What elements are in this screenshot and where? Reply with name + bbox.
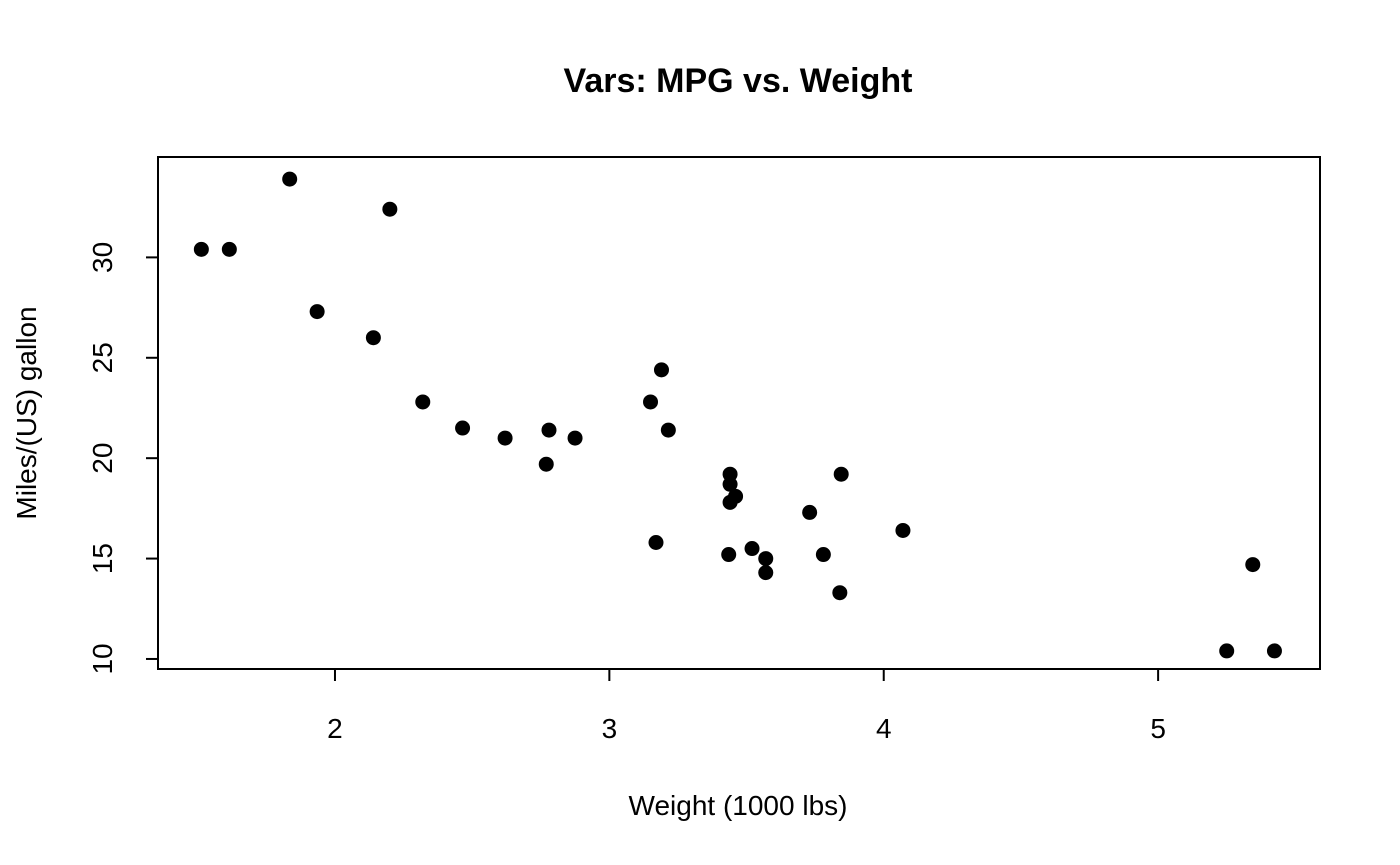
data-point — [802, 504, 818, 520]
data-point — [833, 466, 849, 482]
data-point — [365, 330, 381, 346]
y-axis-label: Miles/(US) gallon — [11, 306, 42, 519]
x-tick-label: 5 — [1150, 713, 1166, 744]
data-point — [309, 304, 325, 320]
data-point — [567, 430, 583, 446]
y-tick-label: 20 — [87, 443, 118, 474]
data-point — [758, 565, 774, 581]
x-tick-label: 3 — [602, 713, 618, 744]
data-point — [1219, 643, 1235, 659]
data-point — [282, 171, 298, 187]
x-tick-label: 2 — [327, 713, 343, 744]
y-axis: 10 15 20 25 30 — [87, 242, 159, 675]
y-tick-label: 25 — [87, 342, 118, 373]
data-point — [497, 430, 513, 446]
data-point — [382, 201, 398, 217]
x-axis: 2 3 4 5 — [327, 668, 1166, 744]
data-point — [193, 241, 209, 257]
chart-title: Vars: MPG vs. Weight — [564, 62, 913, 100]
data-point — [758, 551, 774, 567]
data-point — [660, 422, 676, 438]
data-point — [722, 466, 738, 482]
y-tick-label: 10 — [87, 643, 118, 674]
data-point — [538, 456, 554, 472]
data-point — [815, 547, 831, 563]
data-point — [895, 522, 911, 538]
data-point — [221, 241, 237, 257]
data-point — [653, 362, 669, 378]
y-tick-label: 15 — [87, 543, 118, 574]
data-points — [193, 171, 1282, 659]
data-point — [541, 422, 557, 438]
data-point — [832, 585, 848, 601]
data-point — [721, 547, 737, 563]
data-point — [648, 535, 664, 551]
x-axis-label: Weight (1000 lbs) — [629, 790, 848, 821]
data-point — [1266, 643, 1282, 659]
data-point — [415, 394, 431, 410]
data-point — [455, 420, 471, 436]
data-point — [722, 494, 738, 510]
data-point — [744, 541, 760, 557]
plot-frame — [157, 156, 1321, 670]
data-point — [643, 394, 659, 410]
y-tick-label: 30 — [87, 242, 118, 273]
x-tick-label: 4 — [876, 713, 892, 744]
data-point — [1245, 557, 1261, 573]
